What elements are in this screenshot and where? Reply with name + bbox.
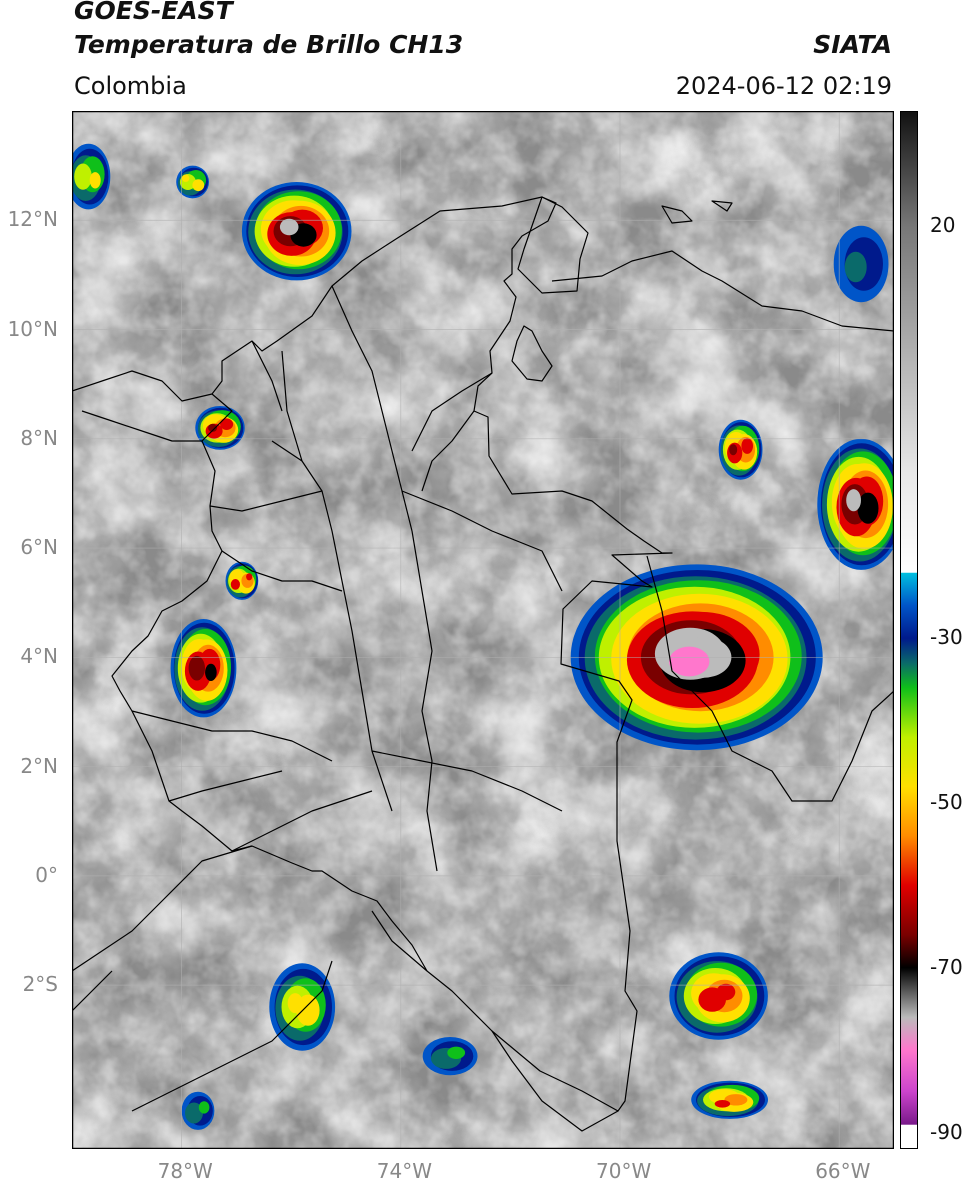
convective-cell-venezuela-north [718, 419, 763, 480]
department-line-5 [401, 490, 563, 592]
venezuela-north-coast [517, 196, 589, 294]
temperature-contour [846, 489, 861, 512]
convective-cell-pacific-coast [170, 619, 237, 718]
department-line-3 [221, 550, 343, 592]
temperature-contour [198, 1101, 210, 1114]
colorbar-frame [900, 111, 918, 1149]
latitude-label: 4°N [20, 644, 58, 669]
convective-cell-east-coast [833, 225, 889, 303]
convective-cell-amazon-se [691, 1080, 768, 1119]
convective-cell-northwest [72, 143, 111, 210]
latitude-label: 12°N [7, 207, 58, 232]
temperature-contour [230, 579, 240, 590]
colorbar [900, 111, 918, 1149]
longitude-label: 66°W [815, 1159, 871, 1183]
temperature-contour [857, 492, 879, 524]
convective-cell-far-east [817, 438, 894, 570]
satellite-map [72, 111, 894, 1149]
ecuador-peru-border [72, 845, 253, 972]
temperature-contour [74, 163, 92, 190]
latitude-label: 10°N [7, 316, 58, 341]
panama-coast [81, 410, 202, 442]
department-line-9 [411, 372, 493, 452]
convective-cell-venezuela-east [570, 564, 823, 751]
temperature-contour [716, 983, 736, 1001]
department-line-7 [371, 750, 563, 812]
storm-layer [72, 143, 894, 1130]
temperature-contour [188, 655, 205, 681]
temperature-contour [447, 1046, 466, 1059]
longitude-label: 74°W [376, 1159, 433, 1183]
temperature-contour [279, 218, 299, 236]
convective-cell-peru [181, 1091, 215, 1130]
latitude-label: 2°S [22, 972, 58, 997]
country-borders [72, 196, 894, 1132]
latitude-label: 2°N [20, 753, 58, 778]
panama-border [72, 370, 213, 402]
brazil-peru-south [131, 960, 333, 1112]
colorbar-label: -90 [930, 1119, 963, 1144]
convective-cell-choco [225, 561, 259, 600]
convective-cell-ecuador [269, 963, 336, 1051]
venezuela-coast [551, 250, 894, 332]
temperature-contour [205, 663, 217, 682]
temperature-contour [181, 174, 190, 182]
department-line-1 [281, 350, 393, 812]
latitude-label: 8°N [20, 425, 58, 450]
venezuela-guyana-border [646, 555, 894, 802]
department-line-15 [371, 910, 428, 972]
department-line-4 [209, 490, 323, 512]
colorbar-label: 20 [930, 213, 956, 238]
temperature-contour [669, 646, 710, 677]
island-2 [711, 200, 733, 212]
map-frame [72, 111, 894, 1149]
convective-cell-amazon-west [422, 1037, 478, 1076]
convective-cell-caribbean-small [176, 165, 209, 199]
temperature-contour [192, 179, 205, 192]
region-name: Colombia [74, 72, 187, 100]
product-title: Temperatura de Brillo CH13 [74, 30, 464, 59]
convective-cell-caribbean [241, 182, 352, 281]
island-1 [661, 205, 693, 224]
temperature-contour [208, 423, 218, 432]
peru-brazil-border [491, 1030, 619, 1132]
temperature-contour [246, 573, 253, 581]
colorbar-gradient [900, 111, 918, 1149]
longitude-label: 78°W [157, 1159, 213, 1183]
latitude-label: 6°N [20, 535, 58, 560]
temperature-contour [844, 251, 867, 283]
department-line-8 [231, 790, 373, 852]
department-line-10 [421, 410, 475, 492]
temperature-contour [724, 1094, 748, 1106]
colombia-border [111, 196, 673, 1112]
latitude-label: 0° [35, 862, 58, 887]
colorbar-label: -30 [930, 625, 963, 650]
temperature-contour [741, 438, 753, 454]
colorbar-label: -70 [930, 954, 963, 979]
department-line-6 [411, 530, 438, 872]
temperature-contour [729, 444, 738, 456]
longitude-label: 70°W [596, 1159, 652, 1183]
convective-cell-amazon-south [669, 952, 768, 1040]
department-line-12 [251, 340, 283, 412]
temperature-contour [287, 993, 303, 1014]
graticule [72, 111, 894, 1149]
lake-maracaibo [511, 325, 553, 382]
department-line-14 [168, 770, 283, 802]
organization-name: SIATA [813, 30, 892, 59]
ecuador-coast [72, 970, 113, 1012]
department-line-13 [131, 710, 333, 762]
colorbar-label: -50 [930, 790, 963, 814]
image-datetime: 2024-06-12 02:19 [675, 72, 892, 100]
temperature-contour [220, 418, 234, 431]
temperature-contour [185, 1102, 203, 1124]
convective-cell-uraba [195, 406, 245, 450]
temperature-contour [714, 1100, 731, 1108]
department-line-11 [271, 440, 303, 462]
temperature-contour [89, 172, 101, 189]
satellite-name: GOES-EAST [74, 0, 233, 25]
